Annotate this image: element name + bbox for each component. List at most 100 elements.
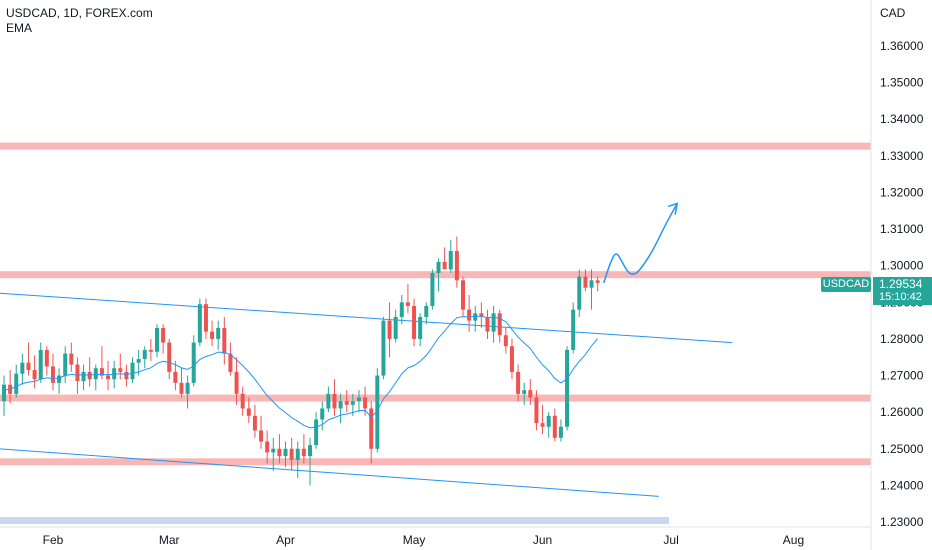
candle-body: [210, 331, 215, 339]
last-price-tag: 1.29534 15:10:42: [873, 277, 932, 305]
candle-body: [356, 397, 361, 402]
candle-body: [259, 430, 264, 442]
candle-body: [424, 305, 429, 317]
candle-body: [461, 280, 465, 310]
candle-body: [2, 384, 6, 402]
candle-body: [565, 349, 570, 427]
time-tick-label: Jun: [533, 533, 552, 547]
candle-body: [50, 366, 55, 383]
price-tick-label: 1.31000: [880, 222, 924, 236]
candle-body: [534, 397, 539, 424]
price-tick-label: 1.36000: [880, 39, 924, 53]
candle-body: [26, 362, 31, 371]
candle-body: [93, 368, 98, 380]
candle-body: [320, 408, 325, 420]
candle-body: [540, 423, 545, 427]
price-tick-label: 1.25000: [880, 442, 924, 456]
candle-body: [301, 448, 306, 457]
candle-body: [405, 302, 410, 306]
zone-1: [0, 271, 871, 279]
price-tick-label: 1.32000: [880, 185, 924, 199]
support-resistance-zones: [0, 142, 871, 466]
indicator-label[interactable]: EMA: [6, 21, 33, 35]
candle-body: [106, 375, 111, 380]
candle-body: [528, 390, 533, 398]
price-tick-label: 1.23000: [880, 515, 924, 529]
candle-body: [277, 448, 282, 457]
candle-body: [99, 368, 104, 376]
candle-body: [344, 401, 349, 405]
candle-body: [369, 408, 374, 449]
price-tick-label: 1.24000: [880, 478, 924, 492]
candle-body: [136, 359, 141, 363]
candle-body: [485, 316, 490, 332]
chart-legend: USDCAD, 1D, FOREX.com EMA: [6, 6, 153, 36]
candle-body: [197, 304, 202, 343]
candle-body: [473, 313, 478, 321]
candle-body: [246, 408, 251, 416]
candle-body: [295, 448, 300, 460]
projection-arrow: [603, 203, 678, 284]
ema-line: [3, 315, 599, 429]
candle-body: [326, 393, 331, 409]
candle-body: [338, 401, 343, 409]
candle-body: [546, 415, 551, 427]
price-tick-label: 1.33000: [880, 149, 924, 163]
candle-body: [216, 327, 221, 339]
candle-body: [14, 373, 19, 394]
candle-body: [589, 280, 594, 288]
candle-body: [448, 251, 453, 270]
candle-body: [155, 327, 159, 352]
candle-body: [57, 375, 62, 383]
price-tick-label: 1.28000: [880, 332, 924, 346]
candle-body: [583, 276, 588, 288]
candle-body: [252, 415, 257, 431]
candle-body: [124, 371, 129, 380]
price-axis-unit: CAD: [880, 6, 906, 20]
candle-body: [522, 390, 527, 394]
trendline-1: [0, 448, 659, 497]
candle-body: [63, 353, 68, 376]
candle-body: [375, 375, 380, 449]
zone-3: [0, 458, 871, 466]
candle-body: [418, 316, 423, 339]
candle-body: [38, 349, 43, 380]
candle-body: [179, 382, 184, 394]
candle-body: [350, 401, 355, 405]
candle-body: [552, 415, 557, 438]
candle-body: [381, 320, 386, 376]
candle-body: [118, 368, 123, 372]
arrow-head: [667, 202, 679, 215]
candle-body: [44, 349, 49, 367]
time-tick-label: May: [403, 533, 426, 547]
candle-body: [148, 349, 153, 352]
last-price: 1.29534: [879, 277, 923, 291]
candle-body: [81, 371, 86, 382]
candle-body: [161, 327, 166, 343]
candle-body: [454, 251, 459, 281]
time-tick-label: Mar: [159, 533, 180, 547]
candle-body: [167, 342, 172, 372]
symbol-price-tag: USDCAD: [821, 277, 871, 292]
candle-body: [436, 262, 441, 274]
candle-body: [332, 393, 337, 409]
candle-body: [32, 370, 37, 380]
candle-body: [509, 346, 514, 372]
price-tick-label: 1.30000: [880, 259, 924, 273]
candle-body: [289, 448, 294, 460]
symbol-title[interactable]: USDCAD, 1D, FOREX.com: [6, 6, 153, 20]
candle-body: [399, 302, 404, 317]
time-axis: Feb Mar Apr May Jun Jul Aug: [43, 533, 805, 547]
candle-body: [130, 362, 135, 380]
candle-body: [577, 276, 582, 310]
candle-body: [228, 353, 233, 372]
candle-body: [75, 364, 80, 382]
candle-body: [203, 304, 208, 332]
candle-body: [240, 393, 245, 409]
zone-2: [0, 394, 871, 402]
candle-body: [595, 280, 600, 283]
bottom-range-bar: [0, 517, 669, 524]
price-tick-label: 1.27000: [880, 369, 924, 383]
time-tick-label: Jul: [663, 533, 678, 547]
